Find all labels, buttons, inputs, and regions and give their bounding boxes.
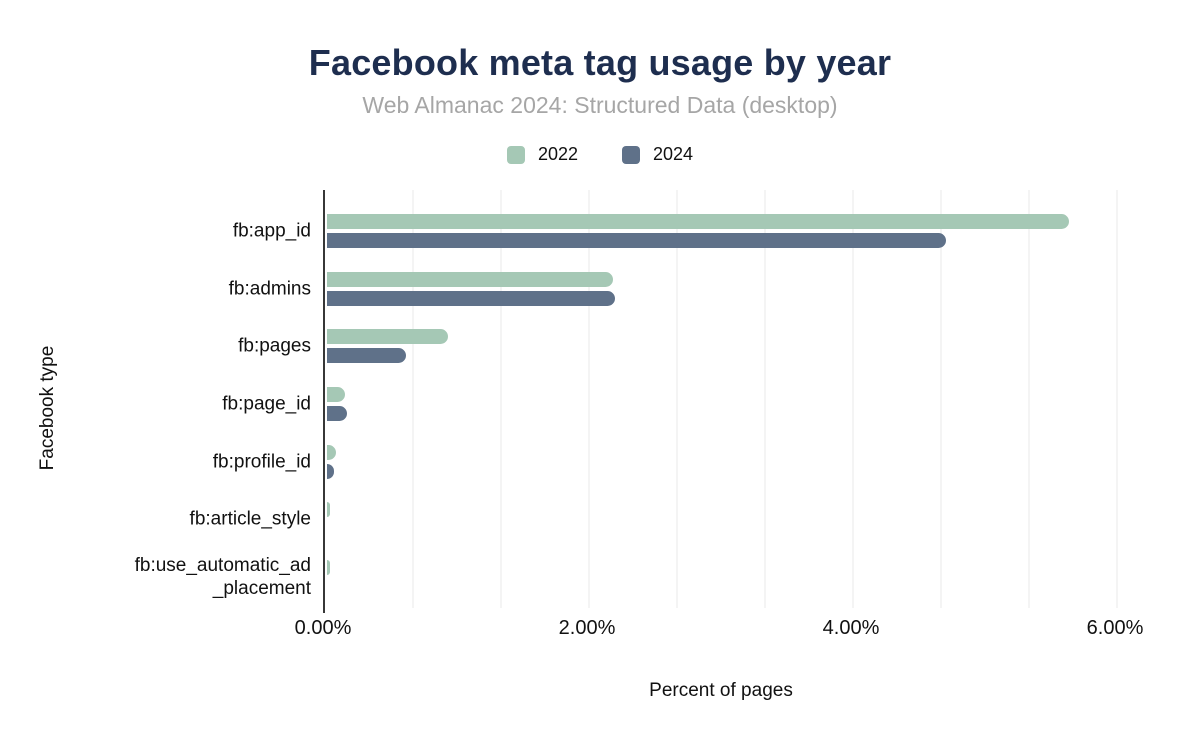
category-label: fb:admins [228, 278, 311, 300]
bar-2022-fb:pages [327, 329, 449, 345]
plot-area [323, 190, 1162, 613]
gridline [852, 190, 855, 608]
legend-item-2024: 2024 [622, 144, 693, 165]
bar-2022-fb:app_id [327, 213, 1069, 229]
chart-title: Facebook meta tag usage by year [308, 42, 892, 83]
legend-label: 2024 [653, 144, 694, 164]
x-tick-label: 2.00% [558, 617, 616, 639]
y-axis-labels: fb:app_id fb:admins fb:pages fb:page_id fb:p… [0, 0, 311, 742]
bar-2022-fb:use_automatic_ad [327, 560, 330, 576]
bar-2024-fb:app_id [327, 232, 947, 248]
legend-swatch-2024 [622, 145, 640, 164]
bar-2022-fb:profile_id [327, 444, 337, 460]
gridline [676, 190, 679, 608]
gridline [764, 190, 767, 608]
category-label: fb:use_automatic_ad _placement [134, 555, 311, 600]
bar-2022-fb:page_id [327, 387, 346, 402]
x-axis-title: Percent of pages [649, 680, 793, 701]
chart-subtitle: Web Almanac 2024: Structured Data (deskt… [362, 92, 838, 118]
legend-label: 2022 [537, 144, 578, 164]
bar-2024-fb:pages [327, 348, 407, 364]
gridline [1116, 190, 1119, 608]
bar-2022-fb:admins [327, 271, 614, 287]
gridline [588, 190, 590, 608]
x-tick-label: 4.00% [822, 617, 880, 639]
x-axis-ticks: 0.00% 2.00% 4.00% 6.00% [295, 617, 1160, 645]
legend-swatch-2022 [506, 145, 525, 164]
bar-2022-fb:article_style [327, 502, 330, 518]
zero-axis-tick [323, 606, 325, 613]
gridline [1028, 190, 1031, 608]
category-label: fb:page_id [222, 393, 311, 415]
legend-item-2022: 2022 [506, 144, 578, 165]
gridline [412, 190, 414, 608]
gridline [940, 190, 943, 608]
bar-2024-fb:admins [327, 290, 615, 306]
category-label: fb:article_style [189, 508, 311, 530]
category-label: fb:pages [238, 335, 311, 357]
bar-2024-fb:profile_id [327, 463, 334, 479]
category-label: fb:app_id [232, 220, 311, 242]
gridline [500, 190, 502, 608]
x-tick-label: 0.00% [294, 617, 352, 639]
x-tick-label: 6.00% [1086, 617, 1144, 639]
bar-2024-fb:page_id [327, 406, 347, 421]
legend: 2022 2024 [0, 144, 1200, 165]
category-label: fb:profile_id [212, 451, 311, 473]
